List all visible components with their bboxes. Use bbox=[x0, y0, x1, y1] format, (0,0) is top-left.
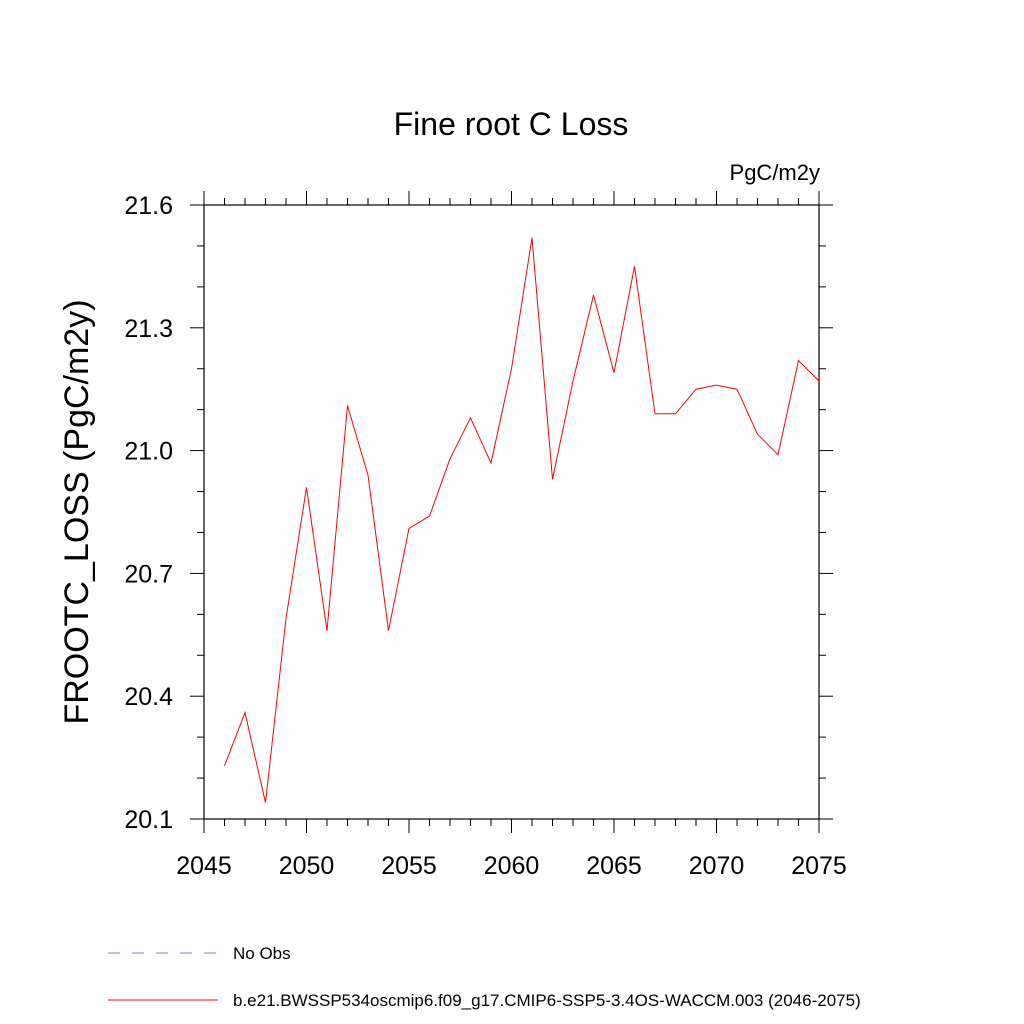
series-line-0 bbox=[224, 237, 820, 803]
y-tick-label: 20.1 bbox=[124, 806, 173, 834]
y-tick-label: 21.0 bbox=[124, 438, 173, 466]
y-tick-label: 21.6 bbox=[124, 192, 173, 220]
legend: No Obs b.e21.BWSSP534oscmip6.f09_g17.CMI… bbox=[108, 944, 861, 1010]
x-tick-label: 2065 bbox=[586, 852, 642, 880]
x-tick-label: 2060 bbox=[484, 852, 540, 880]
axis-tick-labels: 2045 2050 2055 2060 2065 2070 2075 20.1 20.4 20.7… bbox=[124, 192, 846, 880]
x-tick-label: 2075 bbox=[791, 852, 847, 880]
y-tick-label: 21.3 bbox=[124, 315, 173, 343]
y-axis-label: FROOTC_LOSS (PgC/m2y) bbox=[58, 299, 96, 724]
chart-title: Fine root C Loss bbox=[394, 106, 629, 142]
x-tick-label: 2045 bbox=[176, 852, 232, 880]
plot-frame bbox=[203, 204, 820, 820]
units-label: PgC/m2y bbox=[730, 160, 820, 185]
legend-label-no-obs: No Obs bbox=[233, 944, 291, 963]
y-tick-label: 20.7 bbox=[124, 560, 173, 588]
x-tick-label: 2055 bbox=[381, 852, 437, 880]
x-tick-label: 2070 bbox=[689, 852, 745, 880]
x-tick-label: 2050 bbox=[279, 852, 335, 880]
axis-ticks bbox=[190, 191, 833, 833]
legend-label-model: b.e21.BWSSP534oscmip6.f09_g17.CMIP6-SSP5… bbox=[233, 991, 861, 1010]
series-layer bbox=[224, 237, 820, 803]
y-tick-label: 20.4 bbox=[124, 683, 173, 711]
